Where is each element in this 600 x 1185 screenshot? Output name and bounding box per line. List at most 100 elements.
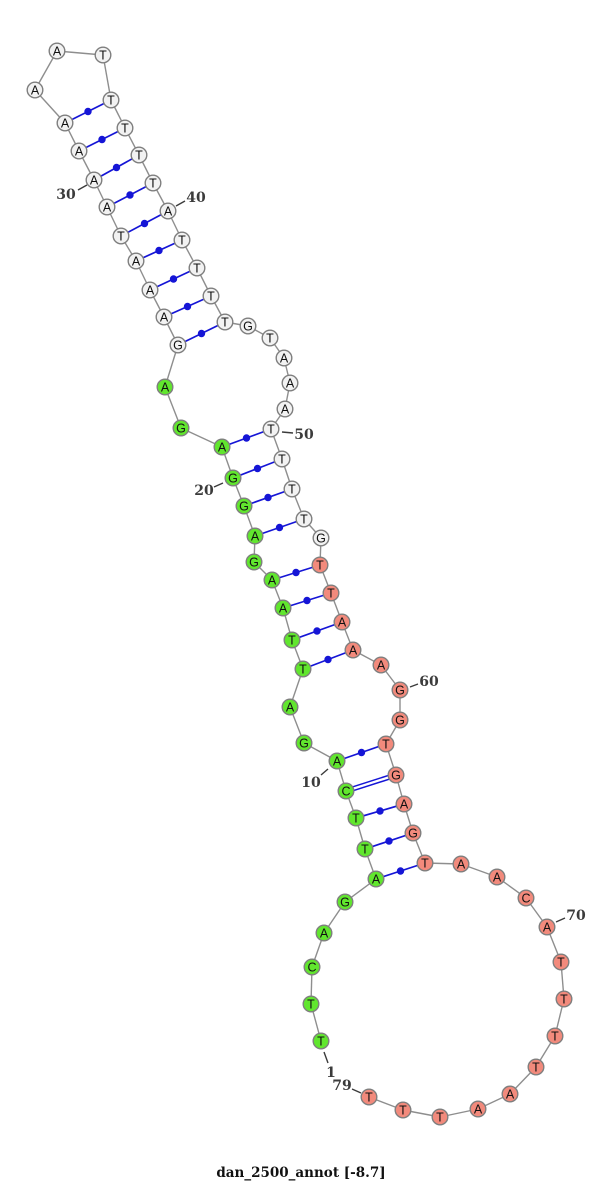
nucleotide-letter-T37: T <box>121 122 129 136</box>
basepair-dot <box>112 163 121 172</box>
nucleotide-circle-A26 <box>141 281 159 299</box>
nucleotide-circle-T55 <box>311 556 329 574</box>
nucleotide-letter-C3: C <box>307 961 316 975</box>
nucleotide-letter-A76: A <box>474 1103 483 1117</box>
nucleotide-circle-T74 <box>527 1058 545 1076</box>
nucleotide-circle-T79 <box>360 1088 378 1106</box>
nucleotide-circle-A70 <box>538 918 556 936</box>
nucleotide-circle-T71 <box>552 953 570 971</box>
nucleotide-letter-T13: T <box>299 663 307 677</box>
basepair-dot <box>357 748 366 757</box>
position-label-30: 30 <box>56 187 76 203</box>
nucleotide-circle-A4 <box>315 924 333 942</box>
basepair-dot <box>242 434 251 442</box>
nucleotide-circle-C9 <box>337 782 355 800</box>
basepair-dot <box>84 107 92 116</box>
nucleotide-letter-A47: A <box>280 352 289 366</box>
nucleotide-circle-A27 <box>127 252 145 270</box>
nucleotide-circle-T42 <box>188 259 206 277</box>
nucleotide-letter-A16: A <box>268 574 277 588</box>
basepair-dot <box>264 493 272 502</box>
nucleotide-letter-T78: T <box>399 1104 407 1118</box>
basepair-dot <box>183 302 192 311</box>
basepair-dot <box>253 464 262 473</box>
nucleotide-letter-T46: T <box>266 332 274 346</box>
position-tick-60 <box>409 683 419 688</box>
nucleotide-circle-T72 <box>555 990 573 1008</box>
nucleotide-letter-G61: G <box>395 714 405 728</box>
nucleotide-letter-T52: T <box>288 483 296 497</box>
nucleotide-circle-A15 <box>274 599 292 617</box>
nucleotide-circle-T7 <box>356 840 374 858</box>
nucleotide-letter-A21: A <box>218 441 227 455</box>
nucleotide-circle-A57 <box>333 613 351 631</box>
basepair-double-line <box>346 776 397 794</box>
position-tick-10 <box>320 768 329 776</box>
position-label-79: 79 <box>332 1078 351 1094</box>
nucleotide-letter-T44: T <box>221 316 229 330</box>
nucleotide-letter-A31: A <box>75 145 84 159</box>
nucleotide-letter-A15: A <box>279 602 288 616</box>
nucleotide-circle-A75 <box>501 1085 519 1103</box>
nucleotide-letter-G65: G <box>408 827 418 841</box>
nucleotide-circle-A48 <box>281 374 299 392</box>
nucleotide-circle-A10 <box>328 752 346 770</box>
nucleotide-circle-T44 <box>216 313 234 331</box>
nucleotide-circle-G61 <box>391 711 409 729</box>
nucleotide-letter-T79: T <box>365 1091 373 1105</box>
nucleotide-letter-T74: T <box>532 1061 540 1075</box>
nucleotide-letter-T71: T <box>557 956 565 970</box>
nucleotide-letter-A26: A <box>146 284 155 298</box>
nucleotide-circle-A25 <box>155 308 173 326</box>
nucleotide-circle-T8 <box>347 809 365 827</box>
nucleotide-letter-T1: T <box>317 1035 325 1049</box>
nucleotide-circle-T52 <box>283 480 301 498</box>
basepair-dot <box>126 191 134 199</box>
nucleotide-circle-G24 <box>169 336 187 354</box>
nucleotide-circle-G22 <box>172 419 190 437</box>
nucleotide-letter-G60: G <box>395 684 405 698</box>
nucleotide-letter-A40: A <box>164 205 173 219</box>
nucleotide-circle-G65 <box>404 824 422 842</box>
position-tick-40 <box>175 200 186 207</box>
basepair-dot <box>324 655 332 664</box>
nucleotide-letter-A30: A <box>90 174 99 188</box>
nucleotide-letter-A6: A <box>372 873 381 887</box>
nucleotide-circle-A30 <box>85 171 103 189</box>
position-label-50: 50 <box>294 427 314 443</box>
nucleotide-letter-A18: A <box>251 530 260 544</box>
nucleotide-circle-C69 <box>517 889 535 907</box>
nucleotide-letter-C69: C <box>521 892 530 906</box>
nucleotide-letter-G45: G <box>243 320 253 334</box>
nucleotide-circle-A76 <box>469 1100 487 1118</box>
nucleotide-circle-G19 <box>235 497 253 515</box>
nucleotide-circle-A47 <box>275 349 293 367</box>
nucleotide-letter-T36: T <box>107 94 115 108</box>
nucleotide-circle-A59 <box>372 656 390 674</box>
nucleotide-circle-T35 <box>94 46 112 64</box>
nucleotide-circle-A64 <box>395 795 413 813</box>
nucleotide-circle-T2 <box>302 995 320 1013</box>
nucleotide-letter-A49: A <box>281 403 290 417</box>
basepair-dot <box>396 867 405 875</box>
nucleotide-letter-T62: T <box>382 738 390 752</box>
nucleotide-letter-T28: T <box>117 230 125 244</box>
nucleotide-letter-G54: G <box>316 532 326 546</box>
nucleotide-letter-C9: C <box>341 785 350 799</box>
nucleotide-letter-T77: T <box>436 1111 444 1125</box>
position-tick-20 <box>213 482 224 488</box>
nucleotide-letter-T38: T <box>135 149 143 163</box>
nucleotide-circle-T73 <box>546 1027 564 1045</box>
nucleotide-letter-T66: T <box>421 857 429 871</box>
figure-caption: dan_2500_annot [-8.7] <box>216 1165 385 1181</box>
position-label-40: 40 <box>186 190 206 206</box>
nucleotide-letter-A27: A <box>132 255 141 269</box>
nucleotide-circle-A58 <box>344 641 362 659</box>
basepair-dot <box>303 596 311 605</box>
nucleotide-circle-T41 <box>173 231 191 249</box>
nucleotide-letter-G5: G <box>340 896 350 910</box>
basepair-dot <box>140 219 149 228</box>
position-tick-50 <box>281 431 294 434</box>
nucleotide-circle-T1 <box>312 1032 330 1050</box>
